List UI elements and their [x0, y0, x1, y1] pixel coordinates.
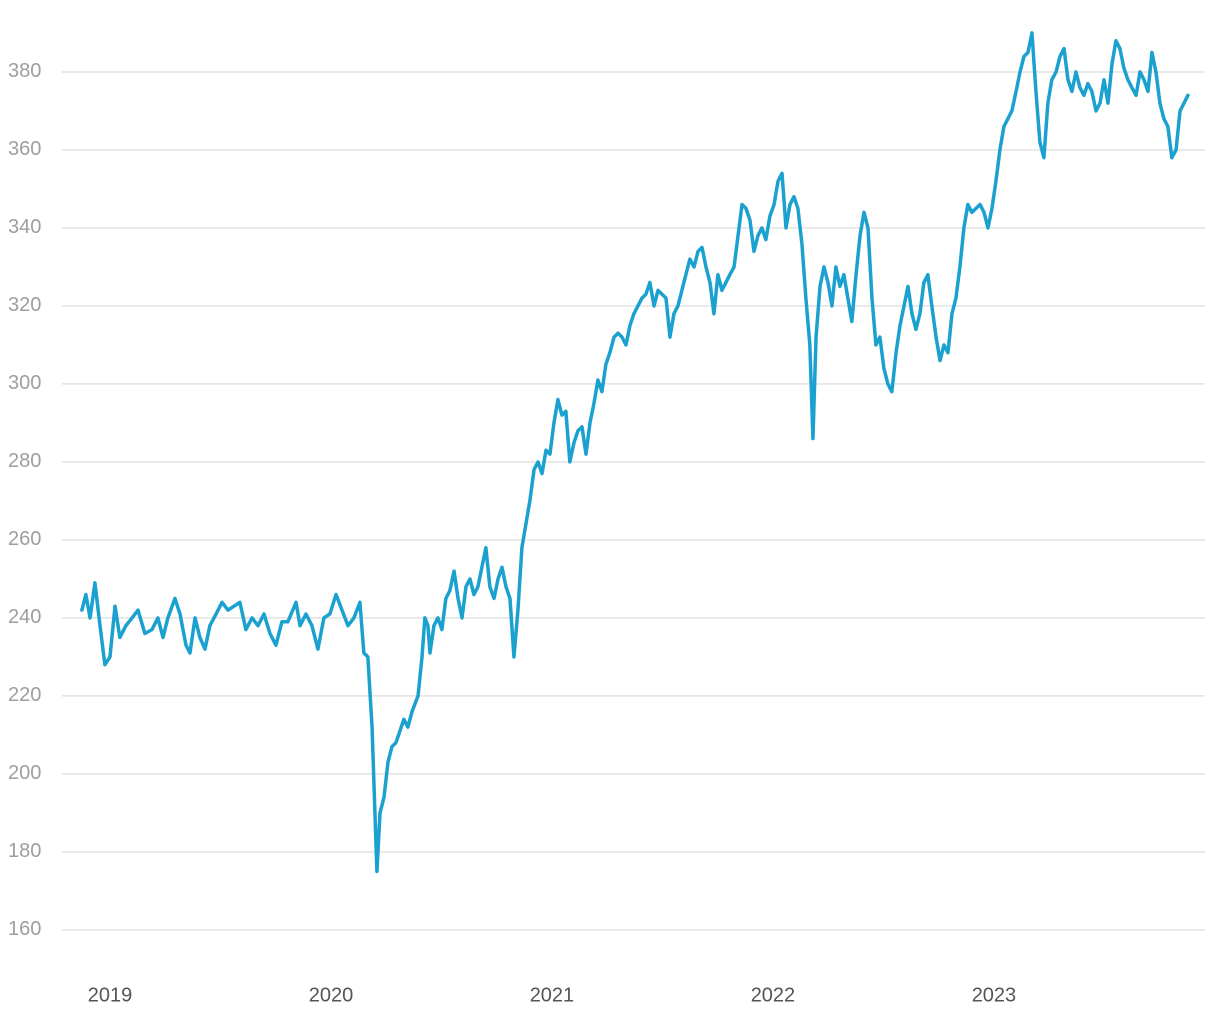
y-tick-label: 380 [8, 60, 41, 82]
y-tick-label: 340 [8, 216, 41, 238]
x-tick-label: 2020 [309, 984, 354, 1006]
x-tick-label: 2019 [88, 984, 133, 1006]
y-tick-label: 220 [8, 684, 41, 706]
y-tick-label: 280 [8, 450, 41, 472]
y-tick-label: 160 [8, 918, 41, 940]
y-tick-label: 240 [8, 606, 41, 628]
y-tick-label: 360 [8, 138, 41, 160]
y-tick-label: 300 [8, 372, 41, 394]
price-line [80, 31, 1190, 874]
x-tick-label: 2023 [972, 984, 1017, 1006]
y-tick-label: 260 [8, 528, 41, 550]
x-tick-label: 2022 [751, 984, 796, 1006]
y-tick-label: 320 [8, 294, 41, 316]
y-tick-label: 200 [8, 762, 41, 784]
x-tick-label: 2021 [530, 984, 575, 1006]
y-tick-label: 180 [8, 840, 41, 862]
